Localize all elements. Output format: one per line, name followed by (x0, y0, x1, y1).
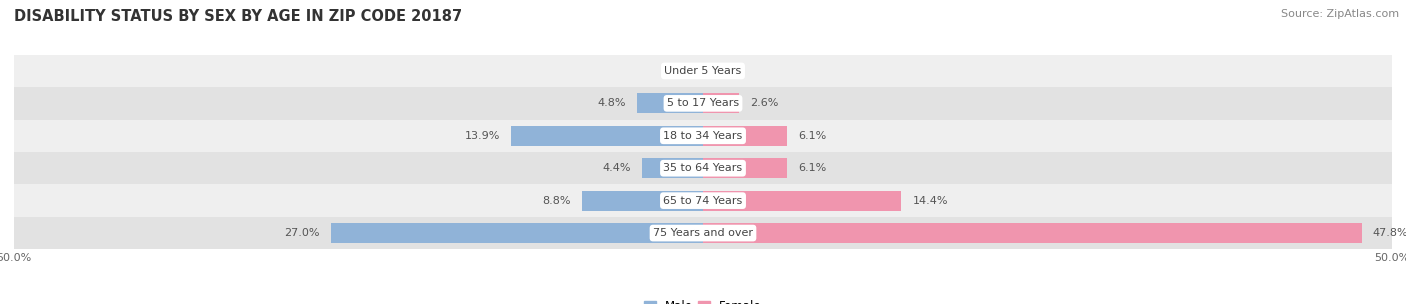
Bar (14, 217, 1392, 249)
Text: 0.0%: 0.0% (714, 66, 742, 76)
Text: 6.1%: 6.1% (799, 163, 827, 173)
Text: 0.0%: 0.0% (664, 66, 692, 76)
Text: 18 to 34 Years: 18 to 34 Years (664, 131, 742, 141)
Bar (703, 191, 901, 211)
Bar (643, 158, 703, 178)
Text: DISABILITY STATUS BY SEX BY AGE IN ZIP CODE 20187: DISABILITY STATUS BY SEX BY AGE IN ZIP C… (14, 9, 463, 24)
Bar (703, 93, 738, 113)
Bar (330, 223, 703, 243)
Text: 13.9%: 13.9% (465, 131, 501, 141)
Bar (703, 223, 1361, 243)
Text: Under 5 Years: Under 5 Years (665, 66, 741, 76)
Bar (14, 55, 1392, 87)
Bar (14, 87, 1392, 119)
Text: 75 Years and over: 75 Years and over (652, 228, 754, 238)
Text: 14.4%: 14.4% (912, 196, 948, 206)
Text: 35 to 64 Years: 35 to 64 Years (664, 163, 742, 173)
Bar (703, 126, 787, 146)
Text: 65 to 74 Years: 65 to 74 Years (664, 196, 742, 206)
Text: Source: ZipAtlas.com: Source: ZipAtlas.com (1281, 9, 1399, 19)
Bar (582, 191, 703, 211)
Bar (14, 119, 1392, 152)
Text: 2.6%: 2.6% (749, 98, 779, 108)
Text: 8.8%: 8.8% (543, 196, 571, 206)
Bar (512, 126, 703, 146)
Bar (14, 185, 1392, 217)
Legend: Male, Female: Male, Female (640, 295, 766, 304)
Text: 27.0%: 27.0% (284, 228, 321, 238)
Text: 5 to 17 Years: 5 to 17 Years (666, 98, 740, 108)
Bar (637, 93, 703, 113)
Bar (14, 152, 1392, 185)
Text: 4.8%: 4.8% (598, 98, 626, 108)
Text: 47.8%: 47.8% (1372, 228, 1406, 238)
Text: 4.4%: 4.4% (603, 163, 631, 173)
Text: 6.1%: 6.1% (799, 131, 827, 141)
Bar (703, 158, 787, 178)
